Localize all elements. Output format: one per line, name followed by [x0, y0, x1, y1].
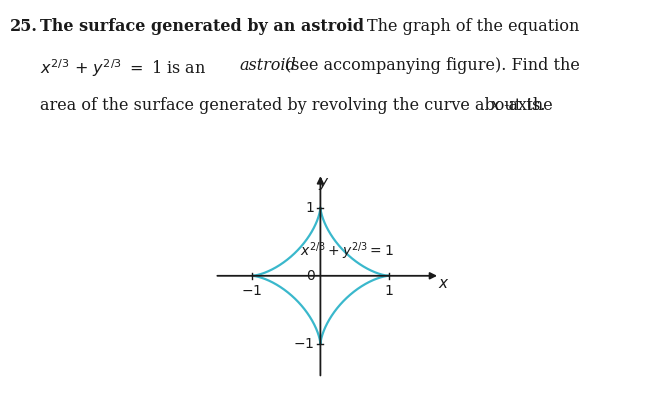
Text: x: x [491, 97, 500, 113]
Text: $-1$: $-1$ [242, 284, 262, 298]
Text: $1$: $1$ [384, 284, 393, 298]
Text: -axis.: -axis. [503, 97, 546, 113]
Text: $0$: $0$ [306, 269, 316, 283]
Text: $y$: $y$ [318, 177, 330, 192]
Text: The surface generated by an astroid: The surface generated by an astroid [40, 18, 364, 35]
Text: area of the surface generated by revolving the curve about the: area of the surface generated by revolvi… [40, 97, 558, 113]
Text: $x^{2/3}$ $+$ $y^{2/3}$ $=$ 1 is an: $x^{2/3}$ $+$ $y^{2/3}$ $=$ 1 is an [40, 57, 207, 79]
Text: $x^{2/3} + y^{2/3} = 1$: $x^{2/3} + y^{2/3} = 1$ [300, 240, 394, 262]
Text: astroid: astroid [240, 57, 297, 74]
Text: $x$: $x$ [437, 277, 449, 292]
Text: $1$: $1$ [305, 201, 314, 214]
Text: The graph of the equation: The graph of the equation [367, 18, 580, 35]
Text: $-1$: $-1$ [293, 337, 314, 351]
Text: 25.: 25. [10, 18, 38, 35]
Text: (see accompanying figure). Find the: (see accompanying figure). Find the [285, 57, 580, 74]
